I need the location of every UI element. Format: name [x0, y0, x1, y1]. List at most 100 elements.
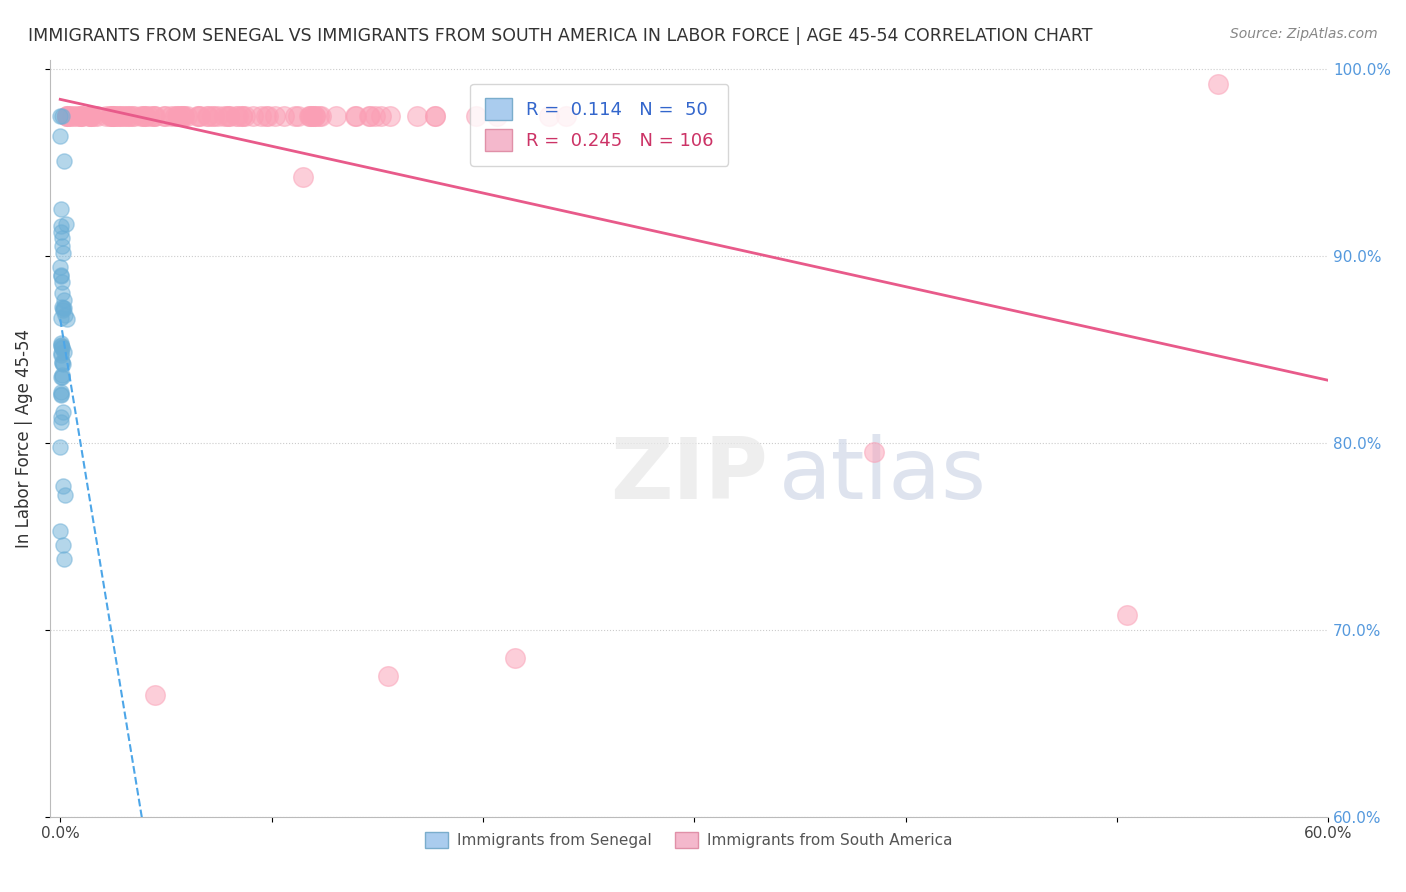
Point — [298, 109, 321, 123]
Point — [242, 109, 264, 123]
Point — [1206, 77, 1229, 91]
Point — [49, 524, 72, 538]
Point — [101, 109, 124, 123]
Point — [299, 109, 322, 123]
Point — [101, 109, 124, 123]
Point — [49, 348, 72, 362]
Point — [325, 109, 347, 123]
Point — [101, 109, 124, 123]
Point — [51, 345, 73, 359]
Point — [51, 356, 73, 370]
Point — [49, 441, 72, 455]
Point — [187, 109, 209, 123]
Point — [55, 109, 77, 123]
Text: Source: ZipAtlas.com: Source: ZipAtlas.com — [1230, 27, 1378, 41]
Point — [201, 109, 224, 123]
Point — [51, 109, 73, 123]
Point — [52, 301, 75, 315]
Point — [51, 231, 73, 245]
Point — [134, 109, 156, 123]
Point — [344, 109, 367, 123]
Point — [121, 109, 143, 123]
Point — [357, 109, 380, 123]
Point — [63, 109, 86, 123]
Point — [80, 109, 103, 123]
Point — [163, 109, 186, 123]
Legend: R =  0.114   N =  50, R =  0.245   N = 106: R = 0.114 N = 50, R = 0.245 N = 106 — [471, 84, 728, 166]
Point — [49, 269, 72, 284]
Point — [207, 109, 229, 123]
Point — [53, 293, 76, 307]
Point — [170, 109, 193, 123]
Point — [405, 109, 427, 123]
Point — [465, 109, 488, 123]
Point — [49, 310, 72, 325]
Point — [52, 303, 75, 318]
Y-axis label: In Labor Force | Age 45-54: In Labor Force | Age 45-54 — [15, 328, 32, 548]
Point — [86, 109, 108, 123]
Point — [98, 109, 121, 123]
Point — [51, 285, 73, 300]
Point — [304, 109, 326, 123]
Point — [254, 109, 277, 123]
Point — [166, 109, 188, 123]
Point — [1116, 607, 1139, 622]
Point — [143, 109, 166, 123]
Point — [273, 109, 295, 123]
Point — [359, 109, 381, 123]
Point — [49, 339, 72, 353]
Point — [197, 109, 219, 123]
Point — [49, 268, 72, 282]
Point — [370, 109, 392, 123]
Point — [55, 312, 77, 326]
Point — [257, 109, 280, 123]
Point — [49, 128, 72, 143]
Point — [117, 109, 139, 123]
Point — [188, 109, 211, 123]
Point — [77, 109, 100, 123]
Point — [51, 341, 73, 355]
Point — [49, 202, 72, 216]
Point — [308, 109, 330, 123]
Point — [344, 109, 367, 123]
Point — [263, 109, 285, 123]
Point — [80, 109, 103, 123]
Point — [52, 301, 75, 315]
Point — [110, 109, 132, 123]
Point — [129, 109, 152, 123]
Point — [160, 109, 183, 123]
Point — [83, 109, 105, 123]
Point — [298, 109, 321, 123]
Point — [52, 344, 75, 359]
Point — [423, 109, 446, 123]
Point — [51, 355, 73, 369]
Point — [176, 109, 198, 123]
Point — [142, 109, 165, 123]
Point — [51, 340, 73, 354]
Point — [51, 238, 73, 252]
Text: atlas: atlas — [779, 434, 987, 517]
Point — [49, 415, 72, 429]
Point — [55, 217, 77, 231]
Point — [103, 109, 125, 123]
Point — [49, 384, 72, 399]
Point — [143, 109, 166, 123]
Point — [107, 109, 129, 123]
Point — [52, 538, 75, 552]
Point — [51, 275, 73, 289]
Point — [485, 109, 508, 123]
Point — [51, 370, 73, 384]
Point — [233, 109, 256, 123]
Point — [862, 445, 884, 459]
Point — [138, 109, 160, 123]
Text: ZIP: ZIP — [610, 434, 768, 517]
Point — [284, 109, 307, 123]
Point — [53, 308, 76, 322]
Point — [173, 109, 195, 123]
Point — [212, 109, 235, 123]
Point — [153, 109, 176, 123]
Point — [218, 109, 240, 123]
Point — [538, 109, 561, 123]
Point — [51, 226, 73, 240]
Point — [60, 109, 83, 123]
